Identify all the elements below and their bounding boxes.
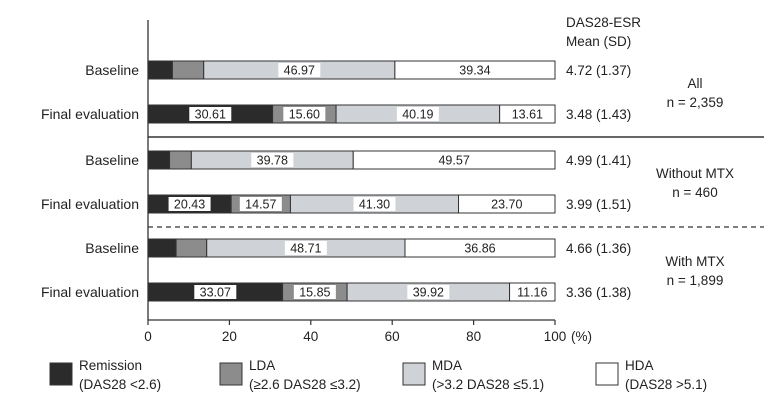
data-label-bg [278,63,321,77]
legend-sublabel: (DAS28 >5.1) [625,377,707,392]
legend: Remission (DAS28 <2.6) LDA (≥2.6 DAS28 ≤3.2… [49,358,707,392]
row-label: Baseline [85,62,139,78]
bar-segment-lda-0 [171,60,205,80]
legend-label: LDA [249,358,275,373]
data-label: 49.57 [438,154,469,168]
das28-value: 4.99 (1.41) [566,153,631,168]
row-label: Baseline [85,152,139,168]
bar-segment-remission-0 [147,60,173,80]
legend-sublabel: (≥2.6 DAS28 ≤3.2) [249,377,361,392]
x-unit-label: (%) [571,329,592,344]
group-n-label: n = 2,359 [667,95,724,110]
data-label-bg [194,285,237,299]
x-tick-label: 0 [144,329,152,344]
data-label: 39.92 [413,286,444,300]
bar-segment-remission-4 [147,238,177,258]
row-label: Final evaluation [41,196,139,212]
data-label: 11.16 [517,286,547,300]
row-labels: Baseline Final evaluation Baseline Final ev… [41,62,139,300]
legend-swatch-lda [219,362,243,386]
x-tick-label: 100 [544,329,567,344]
legend-sublabel: (>3.2 DAS28 ≤5.1) [432,377,544,392]
x-tick-label: 80 [466,329,481,344]
group-label: Without MTX [656,166,734,181]
data-label-bg [458,241,501,255]
das28-value: 3.99 (1.51) [566,197,631,212]
x-axis: 0 20 40 60 80 100 (%) [144,20,592,344]
x-tick-label: 20 [222,329,237,344]
data-label: 20.43 [174,198,205,212]
x-tick-label: 60 [385,329,400,344]
data-label-bg [506,107,549,121]
legend-swatch-remission [49,362,73,386]
group-label: With MTX [665,254,724,269]
data-label-bg [433,153,476,167]
legend-label: HDA [625,358,654,373]
bar-segment-lda-4 [175,238,208,258]
das28-header: DAS28-ESR [566,15,641,30]
data-label-bg [251,153,294,167]
bars-layer: 46.97 39.34 30.61 15.60 40.19 13.61 39.78 49.57… [147,60,556,302]
data-label-bg [453,63,496,77]
legend-label: Remission [79,358,142,373]
das28-column: 4.72 (1.37) 3.48 (1.43) 4.99 (1.41) 3.99 (1… [566,15,641,300]
data-label: 46.97 [284,64,315,78]
row-label: Final evaluation [41,284,139,300]
data-label: 48.71 [290,242,321,256]
data-label-bg [168,197,211,211]
data-label: 39.78 [257,154,288,168]
data-label-bg [511,285,554,299]
x-tick-label: 40 [303,329,318,344]
legend-sublabel: (DAS28 <2.6) [79,377,161,392]
das28-value: 4.72 (1.37) [566,63,631,78]
data-label: 15.85 [299,286,330,300]
legend-swatch-mda [402,362,426,386]
data-label: 39.34 [459,64,490,78]
legend-swatch-hda [595,362,619,386]
data-label: 13.61 [512,108,543,122]
data-label: 23.70 [491,198,522,212]
data-label-bg [283,107,326,121]
das28-value: 4.66 (1.36) [566,241,631,256]
data-label-bg [396,107,439,121]
data-label: 14.57 [245,198,276,212]
data-label-bg [485,197,528,211]
data-label-bg [293,285,336,299]
group-label: All [687,76,702,91]
data-label-bg [407,285,450,299]
data-label-bg [353,197,396,211]
data-label-bg [189,107,232,121]
group-labels: All n = 2,359 Without MTX n = 460 With MTX n … [148,76,764,288]
data-label-bg [284,241,327,255]
bar-segment-lda-2 [169,150,192,170]
das28-value: 3.48 (1.43) [566,107,631,122]
legend-label: MDA [432,358,462,373]
data-label: 36.86 [464,242,495,256]
row-label: Baseline [85,240,139,256]
data-label-bg [239,197,282,211]
group-n-label: n = 1,899 [667,273,724,288]
bar-segment-remission-2 [147,150,171,170]
data-label: 33.07 [200,286,231,300]
data-label: 15.60 [289,108,320,122]
data-label: 40.19 [402,108,433,122]
group-n-label: n = 460 [672,185,717,200]
das28-value: 3.36 (1.38) [566,285,631,300]
row-label: Final evaluation [41,106,139,122]
data-label: 41.30 [359,198,390,212]
das28-header: Mean (SD) [566,34,631,49]
data-label: 30.61 [195,108,226,122]
